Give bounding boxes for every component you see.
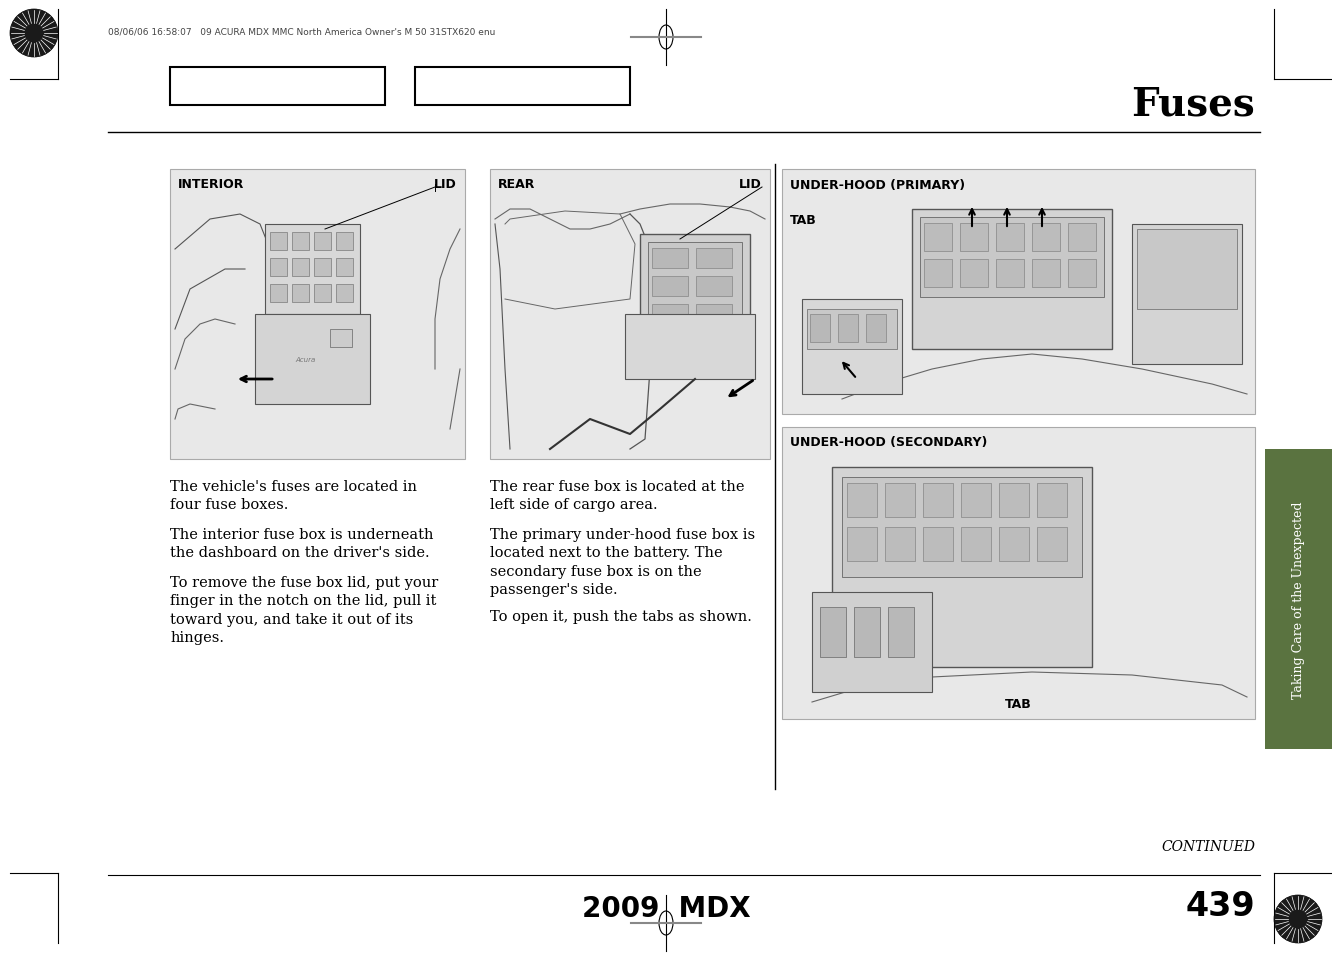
Bar: [314, 233, 330, 251]
Bar: [960, 260, 988, 288]
Text: To open it, push the tabs as shown.: To open it, push the tabs as shown.: [490, 609, 751, 623]
Bar: [866, 314, 886, 343]
Bar: [960, 224, 988, 252]
Bar: [625, 314, 755, 379]
Text: Acura: Acura: [294, 356, 316, 363]
Text: 2009  MDX: 2009 MDX: [582, 894, 750, 923]
Circle shape: [1273, 895, 1321, 943]
Bar: [651, 276, 689, 296]
Bar: [292, 258, 309, 276]
Bar: [1038, 527, 1067, 561]
Text: The interior fuse box is underneath
the dashboard on the driver's side.: The interior fuse box is underneath the …: [170, 527, 433, 559]
Bar: [639, 234, 750, 375]
Bar: [336, 285, 353, 303]
Bar: [923, 527, 952, 561]
Bar: [170, 68, 385, 106]
Bar: [807, 310, 896, 350]
Bar: [999, 483, 1030, 517]
Bar: [996, 224, 1024, 252]
Text: The primary under-hood fuse box is
located next to the battery. The
secondary fu: The primary under-hood fuse box is locat…: [490, 527, 755, 597]
Bar: [960, 483, 991, 517]
Bar: [270, 233, 286, 251]
Text: REAR: REAR: [498, 178, 535, 192]
Bar: [802, 299, 902, 395]
Bar: [314, 258, 330, 276]
Bar: [838, 314, 858, 343]
Bar: [924, 260, 952, 288]
Text: To remove the fuse box lid, put your
finger in the notch on the lid, pull it
tow: To remove the fuse box lid, put your fin…: [170, 576, 438, 644]
Bar: [924, 224, 952, 252]
Text: UNDER-HOOD (PRIMARY): UNDER-HOOD (PRIMARY): [790, 178, 966, 192]
Bar: [1265, 450, 1332, 749]
Bar: [1132, 225, 1241, 365]
Bar: [999, 527, 1030, 561]
Bar: [821, 607, 846, 658]
Bar: [336, 233, 353, 251]
Bar: [292, 233, 309, 251]
Bar: [314, 285, 330, 303]
Bar: [1032, 260, 1060, 288]
Bar: [888, 607, 914, 658]
Bar: [847, 527, 876, 561]
Text: UNDER-HOOD (SECONDARY): UNDER-HOOD (SECONDARY): [790, 436, 987, 449]
Circle shape: [11, 10, 59, 58]
Bar: [884, 527, 915, 561]
Bar: [842, 477, 1082, 578]
Text: LID: LID: [739, 178, 762, 192]
Text: The rear fuse box is located at the
left side of cargo area.: The rear fuse box is located at the left…: [490, 479, 745, 512]
Bar: [697, 249, 733, 269]
Text: TAB: TAB: [1004, 698, 1031, 711]
Bar: [1032, 224, 1060, 252]
Bar: [330, 330, 352, 348]
Bar: [920, 218, 1104, 297]
Bar: [270, 258, 286, 276]
Bar: [1138, 230, 1237, 310]
Text: The vehicle's fuses are located in
four fuse boxes.: The vehicle's fuses are located in four …: [170, 479, 417, 512]
Bar: [336, 258, 353, 276]
Bar: [1038, 483, 1067, 517]
Text: Fuses: Fuses: [1131, 86, 1255, 124]
Bar: [416, 68, 630, 106]
Bar: [782, 170, 1255, 415]
Bar: [292, 285, 309, 303]
Bar: [960, 527, 991, 561]
Bar: [847, 483, 876, 517]
Bar: [810, 314, 830, 343]
Text: Taking Care of the Unexpected: Taking Care of the Unexpected: [1292, 500, 1305, 698]
Text: 439: 439: [1185, 889, 1255, 923]
Bar: [996, 260, 1024, 288]
Text: CONTINUED: CONTINUED: [1162, 840, 1255, 853]
Text: LID: LID: [434, 178, 457, 192]
Bar: [832, 468, 1092, 667]
Bar: [697, 276, 733, 296]
Text: 08/06/06 16:58:07   09 ACURA MDX MMC North America Owner's M 50 31STX620 enu: 08/06/06 16:58:07 09 ACURA MDX MMC North…: [108, 28, 496, 36]
Bar: [1068, 224, 1096, 252]
Bar: [912, 210, 1112, 350]
Bar: [854, 607, 880, 658]
Bar: [697, 305, 733, 325]
Text: INTERIOR: INTERIOR: [178, 178, 244, 192]
Bar: [254, 314, 370, 405]
Bar: [270, 285, 286, 303]
Bar: [923, 483, 952, 517]
Bar: [651, 249, 689, 269]
Bar: [265, 225, 360, 314]
Bar: [782, 428, 1255, 720]
Bar: [170, 170, 465, 459]
Bar: [490, 170, 770, 459]
Bar: [813, 593, 932, 692]
Bar: [884, 483, 915, 517]
Bar: [1068, 260, 1096, 288]
Text: TAB: TAB: [790, 213, 817, 226]
Bar: [651, 305, 689, 325]
Bar: [647, 243, 742, 333]
